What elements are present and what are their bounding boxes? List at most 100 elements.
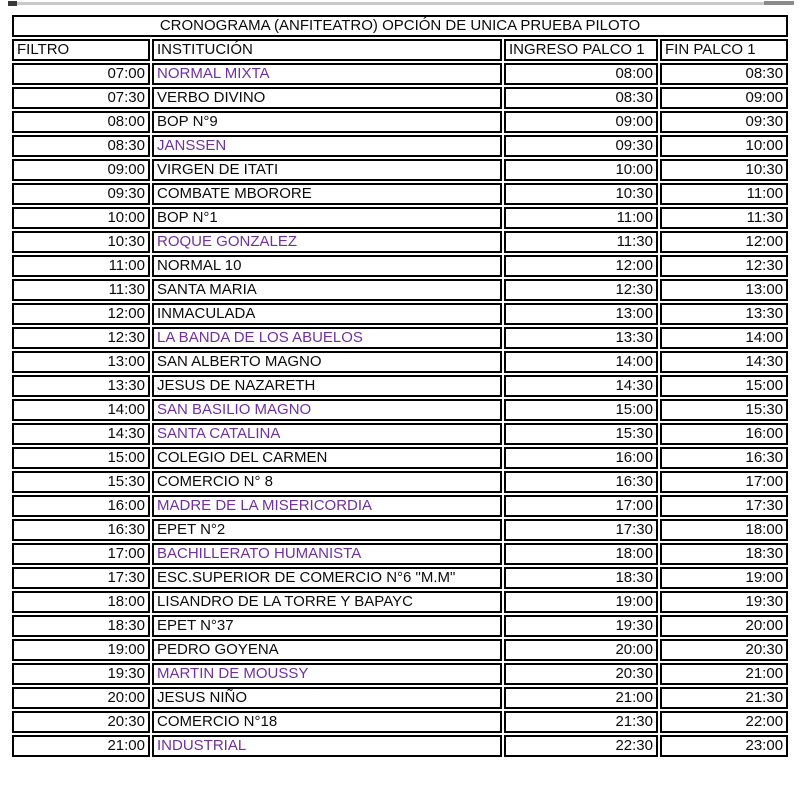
schedule-row: 14:00 SAN BASILIO MAGNO 15:00 15:30 bbox=[12, 399, 789, 421]
institucion-cell: SAN BASILIO MAGNO bbox=[152, 399, 502, 421]
fin-cell: 11:30 bbox=[660, 207, 789, 229]
schedule-row: 11:00 NORMAL 10 12:00 12:30 bbox=[12, 255, 789, 277]
institucion-cell: INMACULADA bbox=[152, 303, 502, 325]
ingreso-cell: 14:00 bbox=[504, 351, 658, 373]
institucion-cell: VERBO DIVINO bbox=[152, 87, 502, 109]
schedule-row: 18:00 LISANDRO DE LA TORRE Y BAPAYC 19:00 1… bbox=[12, 591, 789, 613]
filtro-cell: 15:30 bbox=[12, 471, 150, 493]
schedule-row: 16:30 EPET N°2 17:30 18:00 bbox=[12, 519, 789, 541]
fin-cell: 15:00 bbox=[660, 375, 789, 397]
schedule-row: 15:00 COLEGIO DEL CARMEN 16:00 16:30 bbox=[12, 447, 789, 469]
title-row: CRONOGRAMA (ANFITEATRO) OPCIÓN DE UNICA … bbox=[12, 15, 789, 37]
ingreso-cell: 21:00 bbox=[504, 687, 658, 709]
filtro-cell: 20:00 bbox=[12, 687, 150, 709]
filtro-cell: 09:00 bbox=[12, 159, 150, 181]
schedule-row: 10:00 BOP N°1 11:00 11:30 bbox=[12, 207, 789, 229]
ingreso-cell: 19:00 bbox=[504, 591, 658, 613]
schedule-row: 14:30 SANTA CATALINA 15:30 16:00 bbox=[12, 423, 789, 445]
filtro-cell: 14:30 bbox=[12, 423, 150, 445]
filtro-cell: 16:30 bbox=[12, 519, 150, 541]
ingreso-cell: 17:00 bbox=[504, 495, 658, 517]
ingreso-cell: 15:00 bbox=[504, 399, 658, 421]
ingreso-cell: 12:30 bbox=[504, 279, 658, 301]
filtro-cell: 13:30 bbox=[12, 375, 150, 397]
schedule-row: 11:30 SANTA MARIA 12:30 13:00 bbox=[12, 279, 789, 301]
fin-cell: 13:30 bbox=[660, 303, 789, 325]
filtro-cell: 20:30 bbox=[12, 711, 150, 733]
fin-cell: 17:30 bbox=[660, 495, 789, 517]
ingreso-cell: 15:30 bbox=[504, 423, 658, 445]
schedule-row: 17:00 BACHILLERATO HUMANISTA 18:00 18:30 bbox=[12, 543, 789, 565]
institucion-cell: VIRGEN DE ITATI bbox=[152, 159, 502, 181]
fin-cell: 22:00 bbox=[660, 711, 789, 733]
institucion-cell: COMERCIO N°18 bbox=[152, 711, 502, 733]
fin-cell: 11:00 bbox=[660, 183, 789, 205]
schedule-row: 20:00 JESUS NIÑO 21:00 21:30 bbox=[12, 687, 789, 709]
filtro-cell: 19:00 bbox=[12, 639, 150, 661]
schedule-row: 20:30 COMERCIO N°18 21:30 22:00 bbox=[12, 711, 789, 733]
institucion-cell: JANSSEN bbox=[152, 135, 502, 157]
fin-cell: 10:00 bbox=[660, 135, 789, 157]
filtro-cell: 13:00 bbox=[12, 351, 150, 373]
ingreso-cell: 09:00 bbox=[504, 111, 658, 133]
fin-cell: 18:30 bbox=[660, 543, 789, 565]
institucion-cell: SANTA CATALINA bbox=[152, 423, 502, 445]
institucion-cell: SAN ALBERTO MAGNO bbox=[152, 351, 502, 373]
institucion-cell: MARTIN DE MOUSSY bbox=[152, 663, 502, 685]
schedule-row: 08:30 JANSSEN 09:30 10:00 bbox=[12, 135, 789, 157]
filtro-cell: 19:30 bbox=[12, 663, 150, 685]
edge-artifact-left-cap bbox=[8, 1, 17, 6]
schedule-row: 10:30 ROQUE GONZALEZ 11:30 12:00 bbox=[12, 231, 789, 253]
ingreso-cell: 16:00 bbox=[504, 447, 658, 469]
ingreso-cell: 10:00 bbox=[504, 159, 658, 181]
schedule-row: 15:30 COMERCIO N° 8 16:30 17:00 bbox=[12, 471, 789, 493]
fin-cell: 16:00 bbox=[660, 423, 789, 445]
fin-cell: 17:00 bbox=[660, 471, 789, 493]
fin-cell: 20:30 bbox=[660, 639, 789, 661]
fin-cell: 08:30 bbox=[660, 63, 789, 85]
filtro-cell: 12:30 bbox=[12, 327, 150, 349]
institucion-cell: ROQUE GONZALEZ bbox=[152, 231, 502, 253]
filtro-cell: 18:30 bbox=[12, 615, 150, 637]
institucion-cell: INDUSTRIAL bbox=[152, 735, 502, 757]
schedule-row: 08:00 BOP N°9 09:00 09:30 bbox=[12, 111, 789, 133]
filtro-cell: 12:00 bbox=[12, 303, 150, 325]
schedule-row: 21:00 INDUSTRIAL 22:30 23:00 bbox=[12, 735, 789, 757]
filtro-cell: 10:00 bbox=[12, 207, 150, 229]
fin-cell: 21:00 bbox=[660, 663, 789, 685]
fin-cell: 12:00 bbox=[660, 231, 789, 253]
ingreso-cell: 11:30 bbox=[504, 231, 658, 253]
schedule-row: 16:00 MADRE DE LA MISERICORDIA 17:00 17:30 bbox=[12, 495, 789, 517]
header-row: FILTRO INSTITUCIÓN INGRESO PALCO 1 FIN P… bbox=[12, 39, 789, 61]
filtro-cell: 07:00 bbox=[12, 63, 150, 85]
fin-cell: 20:00 bbox=[660, 615, 789, 637]
ingreso-cell: 19:30 bbox=[504, 615, 658, 637]
edge-artifact-right-cap bbox=[764, 1, 794, 5]
fin-cell: 15:30 bbox=[660, 399, 789, 421]
institucion-cell: COLEGIO DEL CARMEN bbox=[152, 447, 502, 469]
ingreso-cell: 12:00 bbox=[504, 255, 658, 277]
schedule-table-body: 07:00 NORMAL MIXTA 08:00 08:30 07:30 VERBO DI… bbox=[12, 63, 789, 757]
ingreso-cell: 14:30 bbox=[504, 375, 658, 397]
column-header-ingreso-palco-1: INGRESO PALCO 1 bbox=[504, 39, 658, 61]
fin-cell: 21:30 bbox=[660, 687, 789, 709]
ingreso-cell: 11:00 bbox=[504, 207, 658, 229]
institucion-cell: BOP N°9 bbox=[152, 111, 502, 133]
table-title: CRONOGRAMA (ANFITEATRO) OPCIÓN DE UNICA … bbox=[12, 15, 789, 37]
schedule-row: 12:30 LA BANDA DE LOS ABUELOS 13:30 14:00 bbox=[12, 327, 789, 349]
filtro-cell: 07:30 bbox=[12, 87, 150, 109]
institucion-cell: EPET N°37 bbox=[152, 615, 502, 637]
schedule-row: 09:30 COMBATE MBORORE 10:30 11:00 bbox=[12, 183, 789, 205]
fin-cell: 16:30 bbox=[660, 447, 789, 469]
schedule-row: 13:00 SAN ALBERTO MAGNO 14:00 14:30 bbox=[12, 351, 789, 373]
schedule-table: CRONOGRAMA (ANFITEATRO) OPCIÓN DE UNICA … bbox=[10, 13, 790, 759]
institucion-cell: NORMAL MIXTA bbox=[152, 63, 502, 85]
filtro-cell: 08:00 bbox=[12, 111, 150, 133]
filtro-cell: 14:00 bbox=[12, 399, 150, 421]
ingreso-cell: 08:30 bbox=[504, 87, 658, 109]
institucion-cell: NORMAL 10 bbox=[152, 255, 502, 277]
filtro-cell: 15:00 bbox=[12, 447, 150, 469]
fin-cell: 09:30 bbox=[660, 111, 789, 133]
fin-cell: 14:30 bbox=[660, 351, 789, 373]
institucion-cell: BOP N°1 bbox=[152, 207, 502, 229]
